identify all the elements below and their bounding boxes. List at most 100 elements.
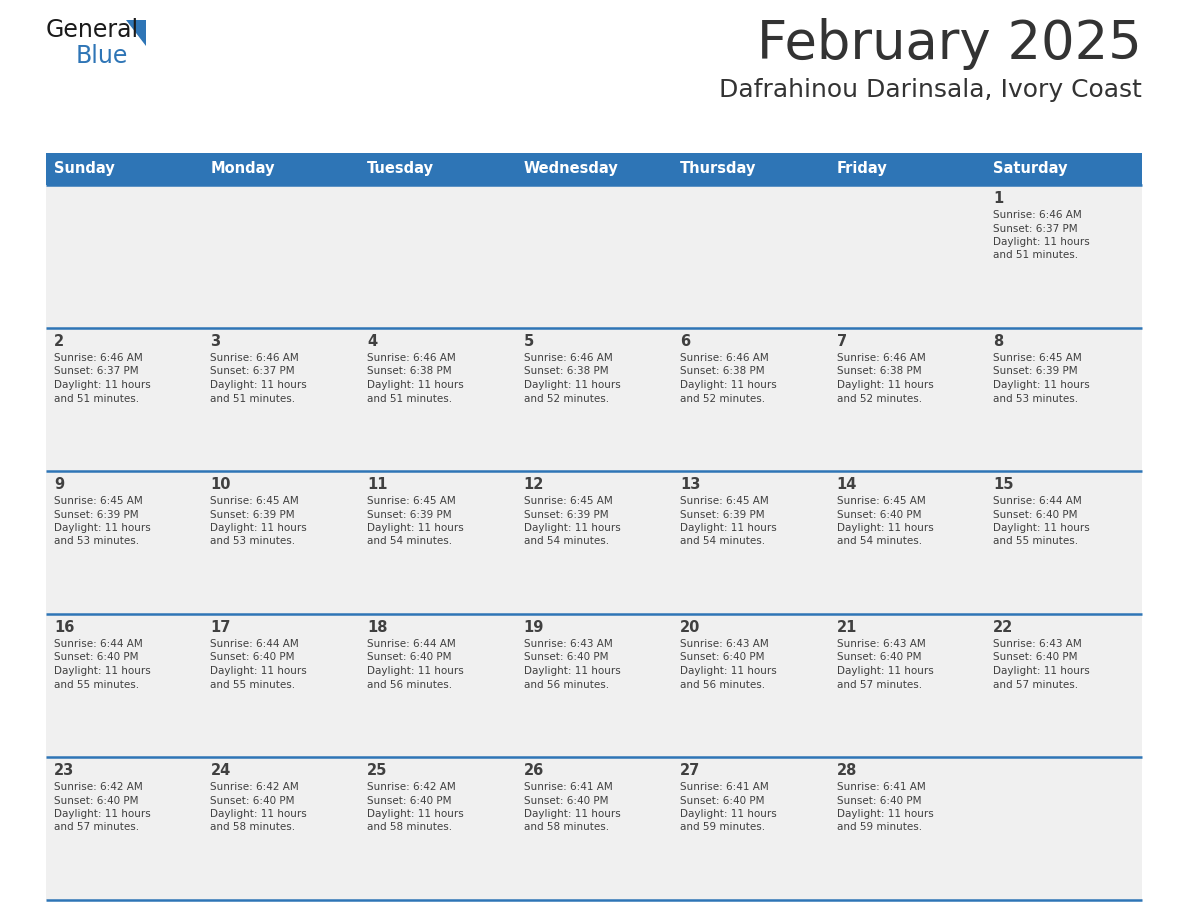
Text: 18: 18 (367, 620, 387, 635)
Bar (203, 471, 359, 614)
Text: and 54 minutes.: and 54 minutes. (524, 536, 608, 546)
Text: Sunrise: 6:45 AM: Sunrise: 6:45 AM (53, 496, 143, 506)
Text: and 51 minutes.: and 51 minutes. (210, 394, 296, 404)
Text: 20: 20 (680, 620, 701, 635)
Text: 14: 14 (836, 477, 857, 492)
Text: Sunrise: 6:42 AM: Sunrise: 6:42 AM (210, 782, 299, 792)
Text: and 52 minutes.: and 52 minutes. (680, 394, 765, 404)
Bar (829, 614, 985, 757)
Text: and 58 minutes.: and 58 minutes. (210, 823, 296, 833)
Text: and 56 minutes.: and 56 minutes. (680, 679, 765, 689)
Text: 22: 22 (993, 620, 1013, 635)
Bar (829, 757, 985, 900)
Text: Daylight: 11 hours: Daylight: 11 hours (836, 666, 934, 676)
Text: Saturday: Saturday (993, 162, 1068, 176)
Text: Monday: Monday (210, 162, 274, 176)
Polygon shape (126, 20, 146, 46)
Bar (46, 614, 203, 757)
Bar (516, 328, 672, 471)
Text: Sunset: 6:40 PM: Sunset: 6:40 PM (836, 653, 921, 663)
Text: Sunset: 6:38 PM: Sunset: 6:38 PM (836, 366, 922, 376)
Text: Sunrise: 6:45 AM: Sunrise: 6:45 AM (836, 496, 925, 506)
Text: Sunset: 6:40 PM: Sunset: 6:40 PM (680, 796, 765, 805)
Bar (672, 471, 829, 614)
Text: 1: 1 (993, 191, 1004, 206)
Text: Sunrise: 6:41 AM: Sunrise: 6:41 AM (680, 782, 769, 792)
Bar (46, 185, 203, 328)
Text: Sunset: 6:38 PM: Sunset: 6:38 PM (367, 366, 451, 376)
Text: Sunrise: 6:43 AM: Sunrise: 6:43 AM (680, 639, 769, 649)
Bar (829, 153, 985, 185)
Text: 9: 9 (53, 477, 64, 492)
Text: Sunset: 6:39 PM: Sunset: 6:39 PM (524, 509, 608, 520)
Text: Sunrise: 6:41 AM: Sunrise: 6:41 AM (524, 782, 612, 792)
Text: Blue: Blue (76, 44, 128, 68)
Text: Sunset: 6:40 PM: Sunset: 6:40 PM (367, 796, 451, 805)
Text: 8: 8 (993, 334, 1004, 349)
Text: Daylight: 11 hours: Daylight: 11 hours (836, 380, 934, 390)
Text: Daylight: 11 hours: Daylight: 11 hours (680, 380, 777, 390)
Bar (203, 328, 359, 471)
Text: 5: 5 (524, 334, 533, 349)
Text: Sunrise: 6:45 AM: Sunrise: 6:45 AM (210, 496, 299, 506)
Bar (985, 471, 1142, 614)
Text: Daylight: 11 hours: Daylight: 11 hours (993, 380, 1091, 390)
Text: and 56 minutes.: and 56 minutes. (367, 679, 453, 689)
Text: Daylight: 11 hours: Daylight: 11 hours (993, 523, 1091, 533)
Text: and 52 minutes.: and 52 minutes. (836, 394, 922, 404)
Bar (203, 185, 359, 328)
Text: Daylight: 11 hours: Daylight: 11 hours (524, 666, 620, 676)
Bar (672, 757, 829, 900)
Text: 21: 21 (836, 620, 857, 635)
Text: and 51 minutes.: and 51 minutes. (367, 394, 453, 404)
Text: and 53 minutes.: and 53 minutes. (210, 536, 296, 546)
Bar (829, 185, 985, 328)
Bar (516, 153, 672, 185)
Text: Sunrise: 6:46 AM: Sunrise: 6:46 AM (836, 353, 925, 363)
Text: Sunrise: 6:46 AM: Sunrise: 6:46 AM (53, 353, 143, 363)
Text: Sunset: 6:40 PM: Sunset: 6:40 PM (524, 653, 608, 663)
Text: Sunrise: 6:46 AM: Sunrise: 6:46 AM (680, 353, 769, 363)
Bar (203, 757, 359, 900)
Text: Tuesday: Tuesday (367, 162, 434, 176)
Bar (516, 614, 672, 757)
Text: Sunset: 6:40 PM: Sunset: 6:40 PM (993, 653, 1078, 663)
Bar (672, 153, 829, 185)
Text: General: General (46, 18, 139, 42)
Text: Daylight: 11 hours: Daylight: 11 hours (993, 237, 1091, 247)
Text: Sunset: 6:40 PM: Sunset: 6:40 PM (993, 509, 1078, 520)
Text: Daylight: 11 hours: Daylight: 11 hours (524, 523, 620, 533)
Text: and 55 minutes.: and 55 minutes. (210, 679, 296, 689)
Text: Sunrise: 6:46 AM: Sunrise: 6:46 AM (993, 210, 1082, 220)
Text: Sunrise: 6:44 AM: Sunrise: 6:44 AM (210, 639, 299, 649)
Bar (203, 153, 359, 185)
Text: 28: 28 (836, 763, 857, 778)
Text: and 52 minutes.: and 52 minutes. (524, 394, 608, 404)
Text: and 57 minutes.: and 57 minutes. (53, 823, 139, 833)
Text: 15: 15 (993, 477, 1013, 492)
Text: 16: 16 (53, 620, 74, 635)
Text: and 56 minutes.: and 56 minutes. (524, 679, 608, 689)
Bar (359, 153, 516, 185)
Text: Daylight: 11 hours: Daylight: 11 hours (680, 523, 777, 533)
Bar (203, 614, 359, 757)
Text: 10: 10 (210, 477, 230, 492)
Text: and 53 minutes.: and 53 minutes. (993, 394, 1079, 404)
Text: Sunday: Sunday (53, 162, 114, 176)
Text: and 55 minutes.: and 55 minutes. (53, 679, 139, 689)
Bar (672, 614, 829, 757)
Text: and 58 minutes.: and 58 minutes. (524, 823, 608, 833)
Text: 24: 24 (210, 763, 230, 778)
Bar (516, 185, 672, 328)
Text: Daylight: 11 hours: Daylight: 11 hours (524, 809, 620, 819)
Text: 11: 11 (367, 477, 387, 492)
Text: Daylight: 11 hours: Daylight: 11 hours (367, 666, 463, 676)
Text: 13: 13 (680, 477, 701, 492)
Text: Daylight: 11 hours: Daylight: 11 hours (680, 809, 777, 819)
Bar (46, 153, 203, 185)
Text: Daylight: 11 hours: Daylight: 11 hours (210, 809, 308, 819)
Text: Sunset: 6:40 PM: Sunset: 6:40 PM (210, 653, 295, 663)
Bar (359, 757, 516, 900)
Text: Sunset: 6:39 PM: Sunset: 6:39 PM (367, 509, 451, 520)
Text: 27: 27 (680, 763, 701, 778)
